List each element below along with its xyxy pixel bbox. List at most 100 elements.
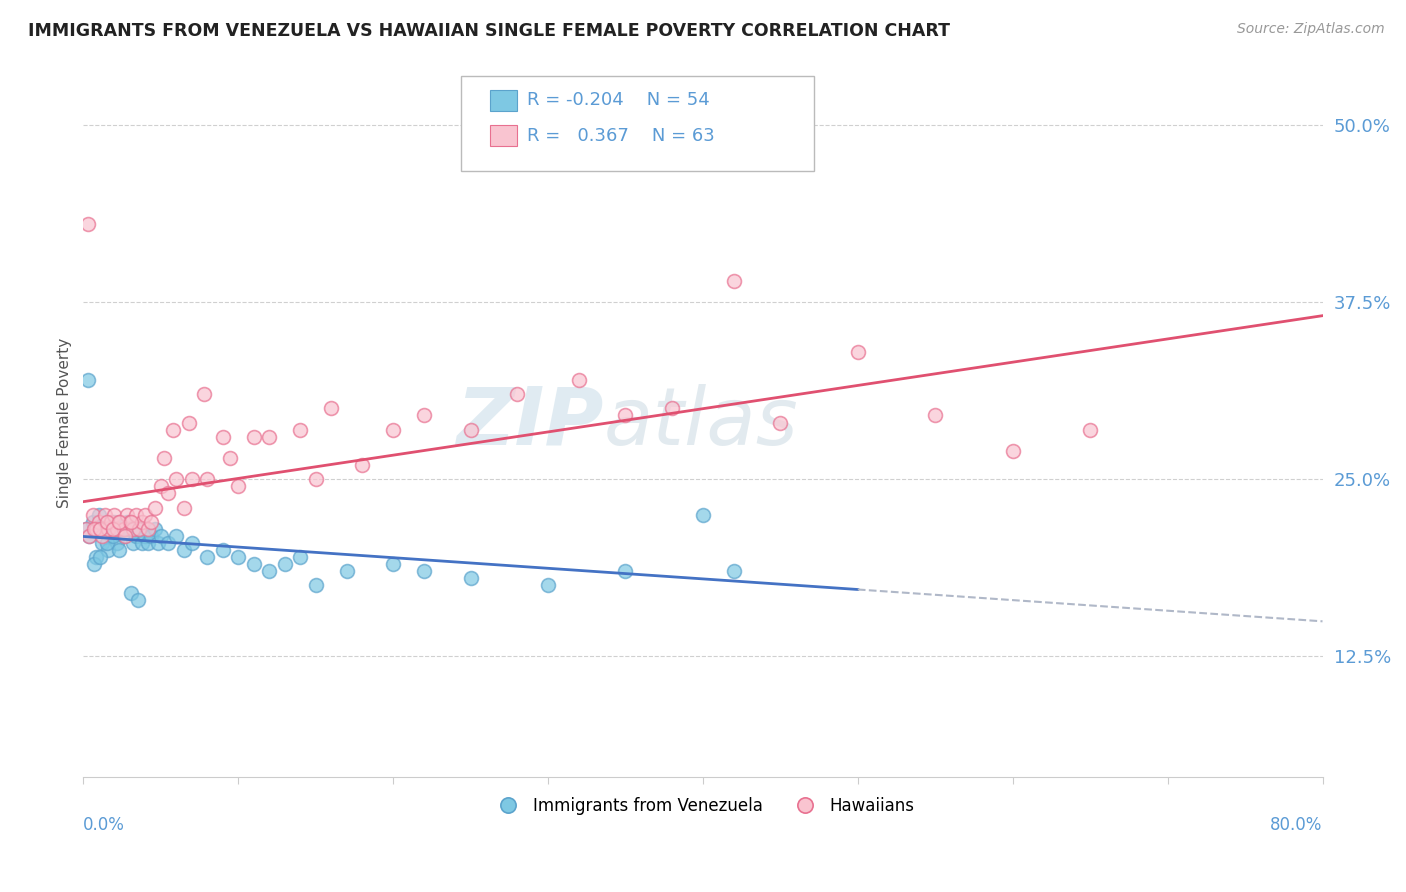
Y-axis label: Single Female Poverty: Single Female Poverty (58, 337, 72, 508)
Point (692, 508, 714, 522)
Point (211, 430, 233, 444)
Point (352, 458, 374, 472)
Point (105, 522, 128, 536)
Point (141, 529, 163, 543)
Point (83, 522, 105, 536)
Text: Source: ZipAtlas.com: Source: ZipAtlas.com (1237, 22, 1385, 37)
Point (103, 515, 125, 529)
Point (134, 508, 156, 522)
Point (173, 500, 195, 515)
Point (87, 508, 110, 522)
Point (105, 536, 128, 550)
Point (304, 472, 326, 486)
Point (460, 571, 482, 585)
Point (226, 479, 249, 493)
Point (1078, 423, 1101, 437)
Point (96, 515, 118, 529)
Point (257, 430, 280, 444)
Point (94, 508, 117, 522)
Point (336, 564, 359, 578)
Point (79, 529, 101, 543)
Point (193, 387, 215, 401)
Point (100, 529, 122, 543)
Text: 0.0%: 0.0% (83, 815, 125, 833)
Point (75, 522, 97, 536)
Point (153, 450, 176, 465)
Point (118, 515, 141, 529)
Point (103, 508, 125, 522)
Point (273, 558, 295, 572)
Point (112, 522, 135, 536)
Point (134, 529, 156, 543)
Point (89, 550, 111, 565)
FancyBboxPatch shape (489, 90, 517, 111)
Point (128, 522, 150, 536)
Point (138, 522, 160, 536)
Point (661, 401, 683, 416)
Point (173, 543, 195, 558)
Point (537, 578, 560, 592)
Point (614, 564, 637, 578)
Point (211, 543, 233, 558)
Point (180, 536, 202, 550)
Text: 80.0%: 80.0% (1270, 815, 1323, 833)
Point (149, 529, 172, 543)
Point (382, 423, 405, 437)
Point (121, 522, 143, 536)
Point (413, 564, 436, 578)
Point (177, 416, 200, 430)
Point (89, 522, 111, 536)
Point (138, 536, 160, 550)
Point (84, 550, 107, 565)
Point (195, 472, 218, 486)
Point (149, 479, 172, 493)
Point (165, 472, 187, 486)
Point (226, 550, 249, 565)
Point (195, 550, 218, 565)
Point (128, 522, 150, 536)
Legend: Immigrants from Venezuela, Hawaiians: Immigrants from Venezuela, Hawaiians (485, 790, 921, 822)
Point (108, 543, 131, 558)
Point (90, 529, 112, 543)
Point (120, 585, 142, 599)
FancyBboxPatch shape (461, 76, 814, 171)
Point (87, 515, 110, 529)
Point (114, 529, 136, 543)
Point (165, 529, 187, 543)
Text: atlas: atlas (603, 384, 799, 461)
Text: IMMIGRANTS FROM VENEZUELA VS HAWAIIAN SINGLE FEMALE POVERTY CORRELATION CHART: IMMIGRANTS FROM VENEZUELA VS HAWAIIAN SI… (28, 22, 950, 40)
Point (82, 515, 104, 529)
Point (143, 522, 166, 536)
Point (90, 536, 112, 550)
Point (101, 529, 124, 543)
Point (162, 423, 184, 437)
Point (304, 578, 326, 592)
Point (143, 500, 166, 515)
Point (108, 515, 131, 529)
Point (110, 515, 132, 529)
Point (83, 558, 105, 572)
Point (79, 529, 101, 543)
Point (288, 550, 311, 565)
Point (100, 515, 122, 529)
Point (382, 558, 405, 572)
Point (1001, 443, 1024, 458)
Point (131, 536, 153, 550)
Point (723, 274, 745, 288)
Point (101, 522, 124, 536)
Point (118, 522, 141, 536)
Point (77, 373, 100, 387)
Point (112, 529, 135, 543)
Point (413, 409, 436, 423)
Point (242, 430, 264, 444)
Point (97, 543, 120, 558)
Text: R =   0.367    N = 63: R = 0.367 N = 63 (527, 127, 714, 145)
Point (769, 416, 792, 430)
Point (219, 450, 242, 465)
Point (125, 529, 148, 543)
Point (614, 409, 637, 423)
Point (257, 564, 280, 578)
Point (75, 522, 97, 536)
Point (157, 536, 180, 550)
Point (321, 401, 343, 416)
